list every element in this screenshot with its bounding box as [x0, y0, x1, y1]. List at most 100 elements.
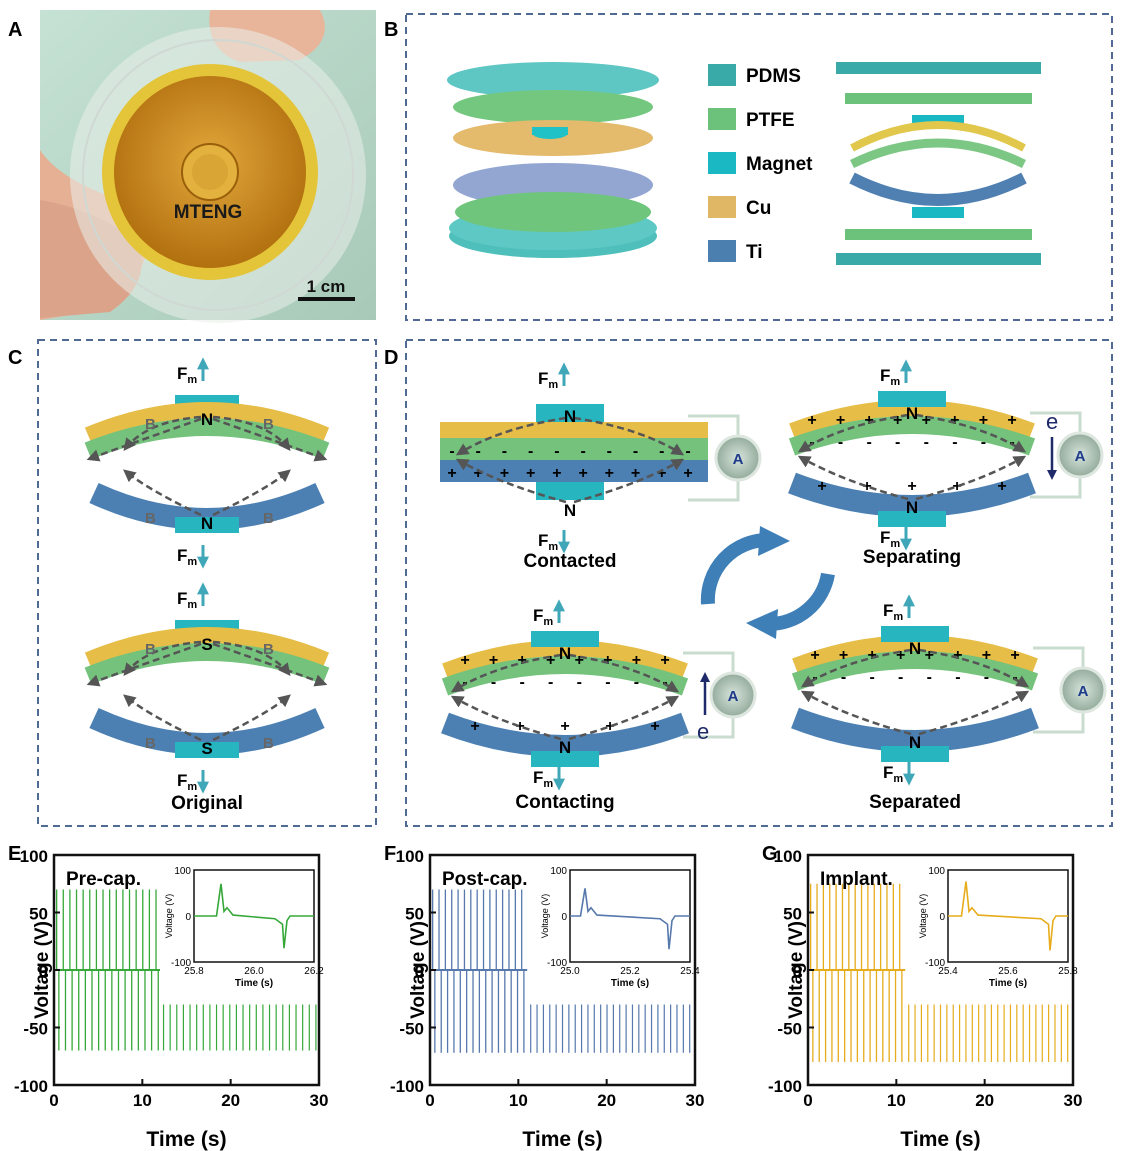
- negative-charge: -: [924, 434, 929, 451]
- positive-charge: +: [657, 465, 666, 482]
- x-tick-label: 0: [425, 1091, 434, 1110]
- field-line: [800, 648, 912, 688]
- inset-x-tick-label: 25.8: [1058, 966, 1078, 977]
- cycle-arrows: [700, 526, 835, 639]
- cu-electrode: [442, 640, 688, 679]
- panel-letter: G: [762, 843, 778, 865]
- inset-x-axis-label: Time (s): [989, 978, 1027, 989]
- positive-charge: +: [893, 412, 902, 429]
- negative-charge: -: [1012, 669, 1017, 686]
- cycle-arrowhead-top: [758, 526, 790, 556]
- legend-label: Magnet: [746, 154, 813, 175]
- positive-charge: +: [810, 647, 819, 664]
- negative-charge: -: [580, 443, 585, 460]
- x-axis-label: Time (s): [522, 1128, 602, 1151]
- cu-electrode: [792, 635, 1038, 674]
- y-tick-label: -100: [768, 1077, 802, 1096]
- y-tick-label: 100: [774, 847, 802, 866]
- x-tick-label: 20: [221, 1091, 240, 1110]
- positive-charge: +: [979, 412, 988, 429]
- inset-y-axis-label: Voltage (V): [540, 894, 550, 939]
- negative-charge: -: [634, 674, 639, 691]
- magnet-bottom: [531, 751, 599, 767]
- legend-label: PDMS: [746, 66, 801, 87]
- ptfe-layer: [788, 416, 1036, 456]
- positive-charge: +: [982, 647, 991, 664]
- field-line: [212, 417, 328, 462]
- negative-charge: -: [898, 669, 903, 686]
- positive-charge: +: [862, 478, 871, 495]
- field-line: [800, 690, 912, 736]
- negative-charge: -: [841, 669, 846, 686]
- field-line: [918, 648, 1030, 688]
- xs-magnet-bottom: [912, 207, 964, 218]
- field-line: [797, 413, 909, 453]
- y-tick-label: 0: [39, 962, 48, 981]
- negative-charge: -: [812, 669, 817, 686]
- positive-charge: +: [605, 465, 614, 482]
- positive-charge: +: [950, 412, 959, 429]
- pdms-edge: [82, 39, 354, 311]
- magnet-bottom: [878, 511, 946, 527]
- panel-b-structure: B PDMS PTFE Magnet Cu Ti: [384, 13, 1113, 321]
- positive-charge: +: [500, 465, 509, 482]
- negative-charge: -: [476, 443, 481, 460]
- legend-label: Cu: [746, 198, 771, 219]
- inset-y-tick-label: 0: [561, 912, 567, 923]
- field-line: [212, 694, 291, 742]
- magnet-bottom: [175, 517, 239, 533]
- x-tick-label: 10: [133, 1091, 152, 1110]
- positive-charge: +: [632, 652, 641, 669]
- y-tick-label: -100: [390, 1077, 424, 1096]
- panel-b-frame: [405, 13, 1113, 321]
- inset-chart: -100 0 100 25.0 25.2 25.4 Time (s) Voltage (V): [540, 866, 700, 989]
- field-label-b: B: [263, 510, 274, 527]
- chart-title: Implant.: [820, 869, 893, 890]
- state-contacted: - - - - - - - - - - + + + + + + + + + + N N Fm Fm A Contacted: [440, 362, 762, 572]
- positive-charge: +: [683, 465, 692, 482]
- panel-letter-a: A: [8, 19, 22, 41]
- x-tick-label: 30: [1064, 1091, 1083, 1110]
- x-tick-label: 0: [49, 1091, 58, 1110]
- positive-charge: +: [922, 412, 931, 429]
- scale-bar-label: 1 cm: [307, 277, 346, 296]
- field-line: [915, 413, 1027, 453]
- legend-swatch: [708, 64, 736, 86]
- y-tick-label: -100: [14, 1077, 48, 1096]
- positive-charge: +: [817, 478, 826, 495]
- force-label: Fm: [880, 366, 900, 388]
- positive-charge: +: [925, 647, 934, 664]
- negative-charge: -: [462, 674, 467, 691]
- signal-series: [430, 889, 691, 1053]
- inset-y-tick-label: 100: [928, 866, 945, 877]
- pole-label: S: [201, 739, 212, 758]
- magnet-top: [878, 391, 946, 407]
- legend-swatch: [708, 240, 736, 262]
- ti-electrode: [441, 712, 689, 757]
- positive-charge: +: [1007, 412, 1016, 429]
- magnet-top: [531, 631, 599, 647]
- inset-y-tick-label: 0: [185, 912, 191, 923]
- force-label: Fm: [883, 763, 903, 785]
- inset-x-tick-label: 26.2: [304, 966, 324, 977]
- exploded-stack: [447, 62, 659, 258]
- negative-charge: -: [491, 674, 496, 691]
- x-tick-label: 20: [597, 1091, 616, 1110]
- model-s-pole: S S B B B B Fm Fm: [84, 582, 330, 794]
- pole-label: N: [201, 410, 213, 429]
- positive-charge: +: [447, 465, 456, 482]
- positive-charge: +: [515, 718, 524, 735]
- positive-charge: +: [489, 652, 498, 669]
- negative-charge: -: [895, 434, 900, 451]
- panel-letter-b: B: [384, 19, 398, 41]
- legend-swatch: [708, 152, 736, 174]
- negative-charge: -: [662, 674, 667, 691]
- field-line: [123, 415, 202, 451]
- positive-charge: +: [864, 412, 873, 429]
- negative-charge: -: [685, 443, 690, 460]
- inset-x-tick-label: 26.0: [244, 966, 264, 977]
- ti-electrode: [440, 460, 708, 482]
- ammeter: [714, 434, 762, 482]
